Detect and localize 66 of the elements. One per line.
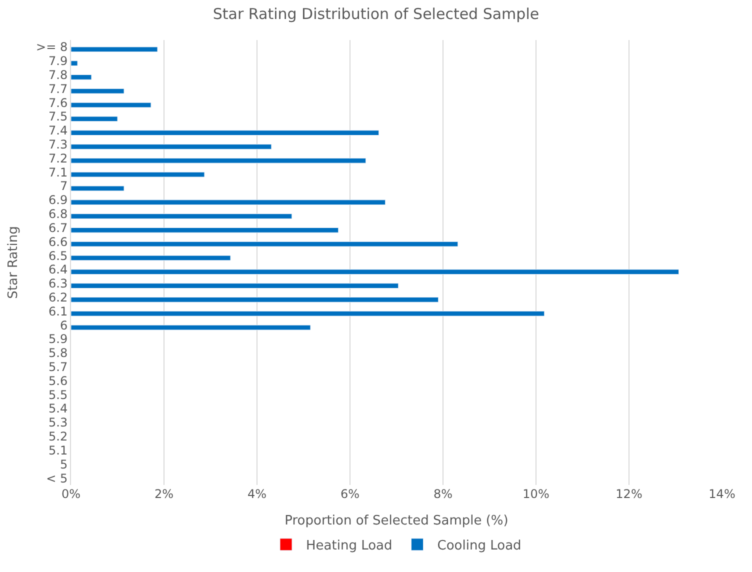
y-tick-label: < 5: [46, 471, 68, 486]
y-tick-label: 7.9: [48, 54, 68, 68]
y-tick-label: 5.7: [48, 360, 68, 374]
bar: [71, 88, 124, 94]
x-tick-label: 10%: [522, 487, 550, 501]
y-tick-label: 6.7: [48, 220, 68, 235]
y-axis-title: Star Rating: [6, 226, 21, 299]
bar: [71, 324, 311, 330]
y-tick-label: 7.2: [48, 151, 68, 166]
y-tick-label: 5.3: [48, 416, 68, 430]
y-tick-label: 5.4: [48, 402, 68, 416]
bar: [71, 269, 680, 275]
x-tick-label: 14%: [708, 487, 736, 501]
bar: [71, 214, 292, 219]
y-tick-label: 7.5: [48, 110, 68, 124]
y-tick-label: 7.6: [48, 96, 68, 110]
bar: [71, 283, 399, 288]
x-tick-label: 4%: [247, 487, 267, 501]
bar: [71, 227, 339, 233]
y-tick-label: 6.4: [48, 262, 68, 277]
x-axis-title: Proportion of Selected Sample (%): [284, 514, 508, 529]
y-tick-label: 6: [60, 318, 68, 332]
y-tick-label: 5.8: [48, 346, 68, 360]
bar: [71, 186, 124, 192]
y-tick-label: >= 8: [36, 40, 68, 54]
x-tick-label: 12%: [616, 487, 642, 501]
x-tick-label: 0%: [61, 487, 81, 501]
x-tick-label: 6%: [340, 487, 360, 501]
y-tick-label: 5.6: [48, 374, 68, 388]
y-tick-label: 7.7: [48, 82, 68, 96]
x-tick-label: 8%: [433, 487, 453, 501]
bar: [71, 102, 152, 108]
y-tick-label: 5.2: [48, 430, 68, 444]
y-tick-label: 6.6: [48, 234, 68, 249]
y-tick-label: 5.1: [48, 443, 68, 458]
chart-title: Star Rating Distribution of Selected Sample: [212, 5, 540, 24]
bar: [71, 46, 158, 52]
bar: [71, 297, 439, 302]
bar: [71, 241, 458, 247]
bar: [71, 200, 386, 206]
y-tick-label: 6.8: [48, 207, 68, 222]
bar: [71, 172, 205, 178]
y-tick-label: 6.1: [48, 304, 68, 318]
y-tick-label: 7.4: [48, 124, 68, 138]
y-tick-label: 6.3: [48, 276, 68, 291]
y-tick-label: 6.9: [48, 193, 68, 208]
bar: [71, 74, 92, 80]
y-tick-label: 6.5: [48, 248, 68, 263]
legend-label: Cooling Load: [437, 538, 522, 554]
y-tick-label: 7.8: [48, 68, 68, 82]
bar: [71, 116, 118, 122]
y-tick-label: 7.1: [48, 165, 68, 180]
x-tick-label: 2%: [154, 487, 174, 501]
y-tick-label: 5.5: [48, 388, 68, 402]
y-tick-label: 5: [60, 457, 68, 472]
legend-label: Heating Load: [306, 538, 392, 554]
y-tick-label: 7: [60, 179, 68, 194]
bar: [71, 60, 78, 66]
bar: [71, 310, 545, 316]
bar: [71, 158, 366, 164]
bar: [71, 130, 380, 136]
bar: [71, 144, 272, 150]
y-tick-label: 7.3: [48, 138, 68, 152]
y-tick-label: 6.2: [48, 290, 68, 304]
y-tick-label: 5.9: [48, 332, 68, 346]
bar: [71, 255, 231, 261]
